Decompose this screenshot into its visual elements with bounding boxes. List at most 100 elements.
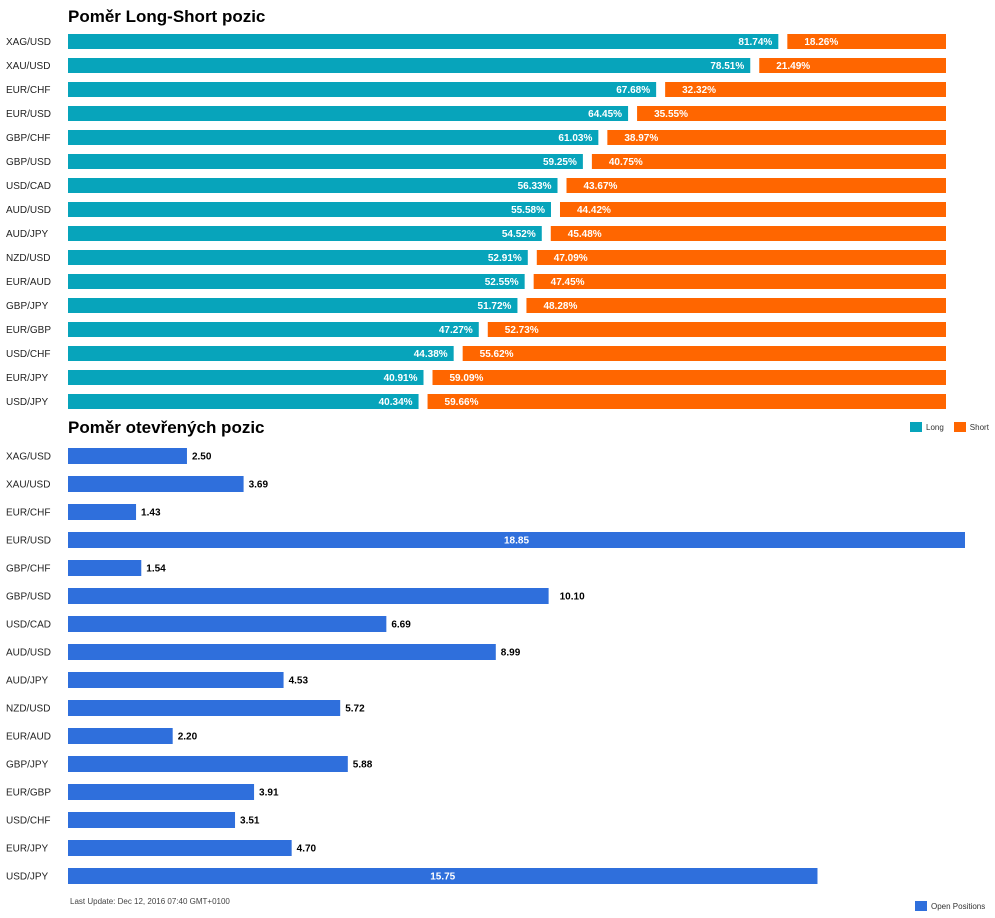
data-label-open-eur-usd: 18.85 (504, 536, 529, 547)
legend-label-open-positions: Open Positions (931, 901, 986, 911)
bar-long-usd-chf (68, 346, 454, 361)
data-label-open-gbp-chf: 1.54 (146, 564, 166, 575)
bar-open-eur-usd (68, 532, 965, 548)
long-short-chart: XAG/USD 81.74% 18.26% XAU/USD 78.51% 21.49% EU… (6, 34, 947, 409)
data-label-open-usd-cad: 6.69 (391, 620, 411, 631)
legend-label-short: Short (969, 422, 989, 432)
data-label-short-aud-usd: 44.42% (577, 205, 611, 216)
bar-open-eur-jpy (68, 840, 292, 856)
data-label-long-nzd-usd: 52.91% (488, 253, 522, 264)
data-label-long-xau-usd: 78.51% (710, 61, 744, 72)
data-label-short-usd-jpy: 59.66% (445, 397, 479, 408)
open-category-label-nzd-usd: NZD/USD (6, 704, 50, 715)
data-label-short-eur-usd: 35.55% (654, 109, 688, 120)
legend-swatch-short (953, 422, 966, 432)
bar-open-gbp-usd (68, 588, 549, 604)
bar-open-usd-jpy (68, 868, 818, 884)
data-label-open-usd-chf: 3.51 (240, 816, 260, 827)
category-label-eur-jpy: EUR/JPY (6, 373, 49, 384)
data-label-long-eur-aud: 52.55% (485, 277, 519, 288)
bar-long-gbp-usd (68, 154, 583, 169)
category-label-nzd-usd: NZD/USD (6, 253, 50, 264)
category-label-aud-jpy: AUD/JPY (6, 229, 49, 240)
data-label-short-eur-chf: 32.32% (682, 85, 716, 96)
data-label-long-eur-jpy: 40.91% (384, 373, 418, 384)
bar-short-eur-jpy (432, 370, 946, 385)
data-label-open-eur-aud: 2.20 (178, 732, 198, 743)
bar-long-eur-usd (68, 106, 629, 121)
long-short-legend: Long Short (910, 422, 995, 432)
open-category-label-eur-gbp: EUR/GBP (6, 788, 51, 799)
legend-item-long: Long (910, 422, 944, 432)
bar-long-eur-jpy (68, 370, 424, 385)
bar-short-aud-jpy (550, 226, 946, 241)
data-label-short-usd-chf: 55.62% (480, 349, 514, 360)
data-label-long-eur-chf: 67.68% (616, 85, 650, 96)
legend-label-long: Long (926, 422, 944, 432)
open-category-label-eur-aud: EUR/AUD (6, 732, 51, 743)
bar-open-eur-chf (68, 504, 137, 520)
bar-short-usd-cad (566, 178, 946, 193)
data-label-long-gbp-usd: 59.25% (543, 157, 577, 168)
bar-short-aud-usd (559, 202, 946, 217)
open-category-label-usd-chf: USD/CHF (6, 816, 50, 827)
bar-open-nzd-usd (68, 700, 341, 716)
bar-short-usd-chf (462, 346, 946, 361)
category-label-xag-usd: XAG/USD (6, 37, 51, 48)
data-label-short-gbp-usd: 40.75% (609, 157, 643, 168)
data-label-long-aud-jpy: 54.52% (502, 229, 536, 240)
bar-short-xag-usd (787, 34, 946, 49)
bar-long-aud-usd (68, 202, 551, 217)
open-category-label-aud-usd: AUD/USD (6, 648, 51, 659)
category-label-usd-cad: USD/CAD (6, 181, 51, 192)
open-category-label-eur-jpy: EUR/JPY (6, 844, 49, 855)
bar-long-gbp-chf (68, 130, 599, 145)
category-label-gbp-usd: GBP/USD (6, 157, 51, 168)
data-label-long-eur-gbp: 47.27% (439, 325, 473, 336)
data-label-long-eur-usd: 64.45% (588, 109, 622, 120)
category-label-eur-aud: EUR/AUD (6, 277, 51, 288)
data-label-long-xag-usd: 81.74% (738, 37, 772, 48)
data-label-open-gbp-usd: 10.10 (560, 592, 585, 603)
bar-long-gbp-jpy (68, 298, 518, 313)
bar-open-usd-chf (68, 812, 236, 828)
data-label-open-eur-gbp: 3.91 (259, 788, 279, 799)
legend-item-short: Short (953, 422, 989, 432)
bar-long-xau-usd (68, 58, 751, 73)
open-category-label-gbp-usd: GBP/USD (6, 592, 51, 603)
open-category-label-eur-chf: EUR/CHF (6, 508, 50, 519)
data-label-short-aud-jpy: 45.48% (568, 229, 602, 240)
category-label-eur-chf: EUR/CHF (6, 85, 50, 96)
bar-short-nzd-usd (536, 250, 946, 265)
data-label-short-nzd-usd: 47.09% (554, 253, 588, 264)
data-label-long-usd-jpy: 40.34% (379, 397, 413, 408)
data-label-open-eur-jpy: 4.70 (297, 844, 317, 855)
bar-long-aud-jpy (68, 226, 542, 241)
data-label-short-eur-aud: 47.45% (551, 277, 585, 288)
bar-short-gbp-usd (591, 154, 946, 169)
bar-short-eur-chf (665, 82, 946, 97)
bar-short-gbp-chf (607, 130, 946, 145)
data-label-long-usd-chf: 44.38% (414, 349, 448, 360)
bar-open-usd-cad (68, 616, 387, 632)
bar-long-usd-jpy (68, 394, 419, 409)
category-label-gbp-chf: GBP/CHF (6, 133, 50, 144)
category-label-usd-chf: USD/CHF (6, 349, 50, 360)
data-label-long-aud-usd: 55.58% (511, 205, 545, 216)
data-label-long-gbp-jpy: 51.72% (478, 301, 512, 312)
bar-short-xau-usd (759, 58, 946, 73)
data-label-open-aud-jpy: 4.53 (289, 676, 309, 687)
data-label-open-xag-usd: 2.50 (192, 452, 212, 463)
bar-long-eur-gbp (68, 322, 479, 337)
bar-short-eur-gbp (487, 322, 946, 337)
bar-long-eur-chf (68, 82, 657, 97)
bar-open-xag-usd (68, 448, 187, 464)
bar-open-eur-aud (68, 728, 173, 744)
open-category-label-gbp-chf: GBP/CHF (6, 564, 50, 575)
open-category-label-usd-jpy: USD/JPY (6, 872, 49, 883)
data-label-open-usd-jpy: 15.75 (430, 872, 455, 883)
data-label-open-eur-chf: 1.43 (141, 508, 161, 519)
category-label-gbp-jpy: GBP/JPY (6, 301, 49, 312)
